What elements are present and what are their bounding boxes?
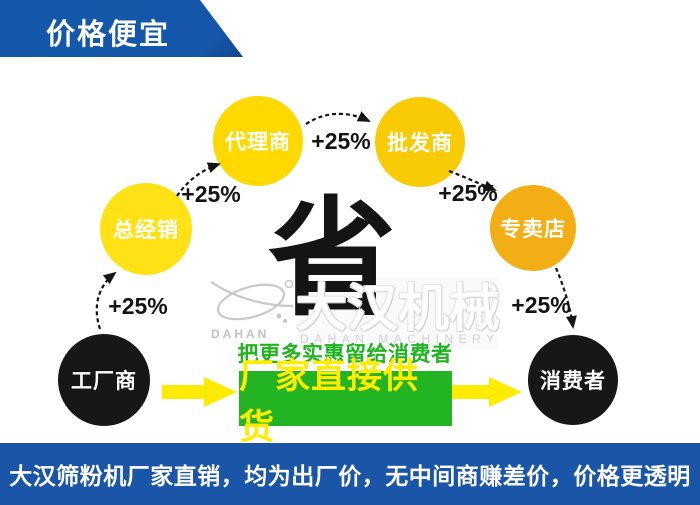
dashed-arc-factory-to-distributor (95, 271, 117, 330)
watermark-english-text: DAHAN MACHINERY (300, 332, 500, 346)
markup-label-2: +25% (181, 181, 241, 207)
watermark-background (297, 277, 497, 349)
section-title: 价格便宜 (46, 19, 171, 51)
node-distributor-label: 总经销 (113, 219, 179, 242)
yellow-arrow-left (162, 377, 237, 407)
node-store: 专卖店 (490, 185, 576, 271)
node-agent: 代理商 (213, 96, 303, 186)
node-agent-label: 代理商 (225, 131, 291, 154)
dashed-arc-distributor-to-agent (176, 162, 221, 197)
footer-text: 大汉筛粉机厂家直销，均为出厂价，无中间商赚差价，价格更透明 (9, 463, 691, 489)
dashed-arc-wholesaler-to-store (448, 169, 497, 192)
node-consumer-label: 消费者 (540, 370, 606, 393)
direct-supply-text: 厂家直接供货 (239, 356, 420, 447)
dashed-arc-agent-to-wholesaler (305, 111, 371, 125)
markup-label-1: +25% (108, 293, 168, 319)
watermark-logo-text: DAHAN (211, 327, 270, 341)
node-consumer: 消费者 (528, 335, 618, 425)
markup-label-3: +25% (311, 128, 371, 154)
markup-label-5: +25% (511, 292, 571, 318)
save-character: 省 (268, 188, 397, 331)
direct-supply-banner: 厂家直接供货 (239, 357, 452, 447)
footer-banner: 大汉筛粉机厂家直销，均为出厂价，无中间商赚差价，价格更透明 (0, 443, 700, 505)
node-store-label: 专卖店 (500, 218, 566, 241)
dahan-logo-icon (210, 279, 294, 323)
dashed-arc-store-to-consumer (554, 267, 577, 329)
section-title-banner: 价格便宜 (0, 0, 243, 57)
consumer-benefit-slogan: 把更多实惠留给消费者 (237, 343, 453, 366)
node-wholesaler-label: 批发商 (387, 132, 453, 155)
node-factory: 工厂商 (58, 334, 150, 426)
node-distributor: 总经销 (100, 183, 192, 275)
node-factory-label: 工厂商 (71, 370, 137, 393)
watermark-chinese-text: 大汉机械 (296, 280, 501, 337)
yellow-arrow-right (452, 377, 522, 407)
